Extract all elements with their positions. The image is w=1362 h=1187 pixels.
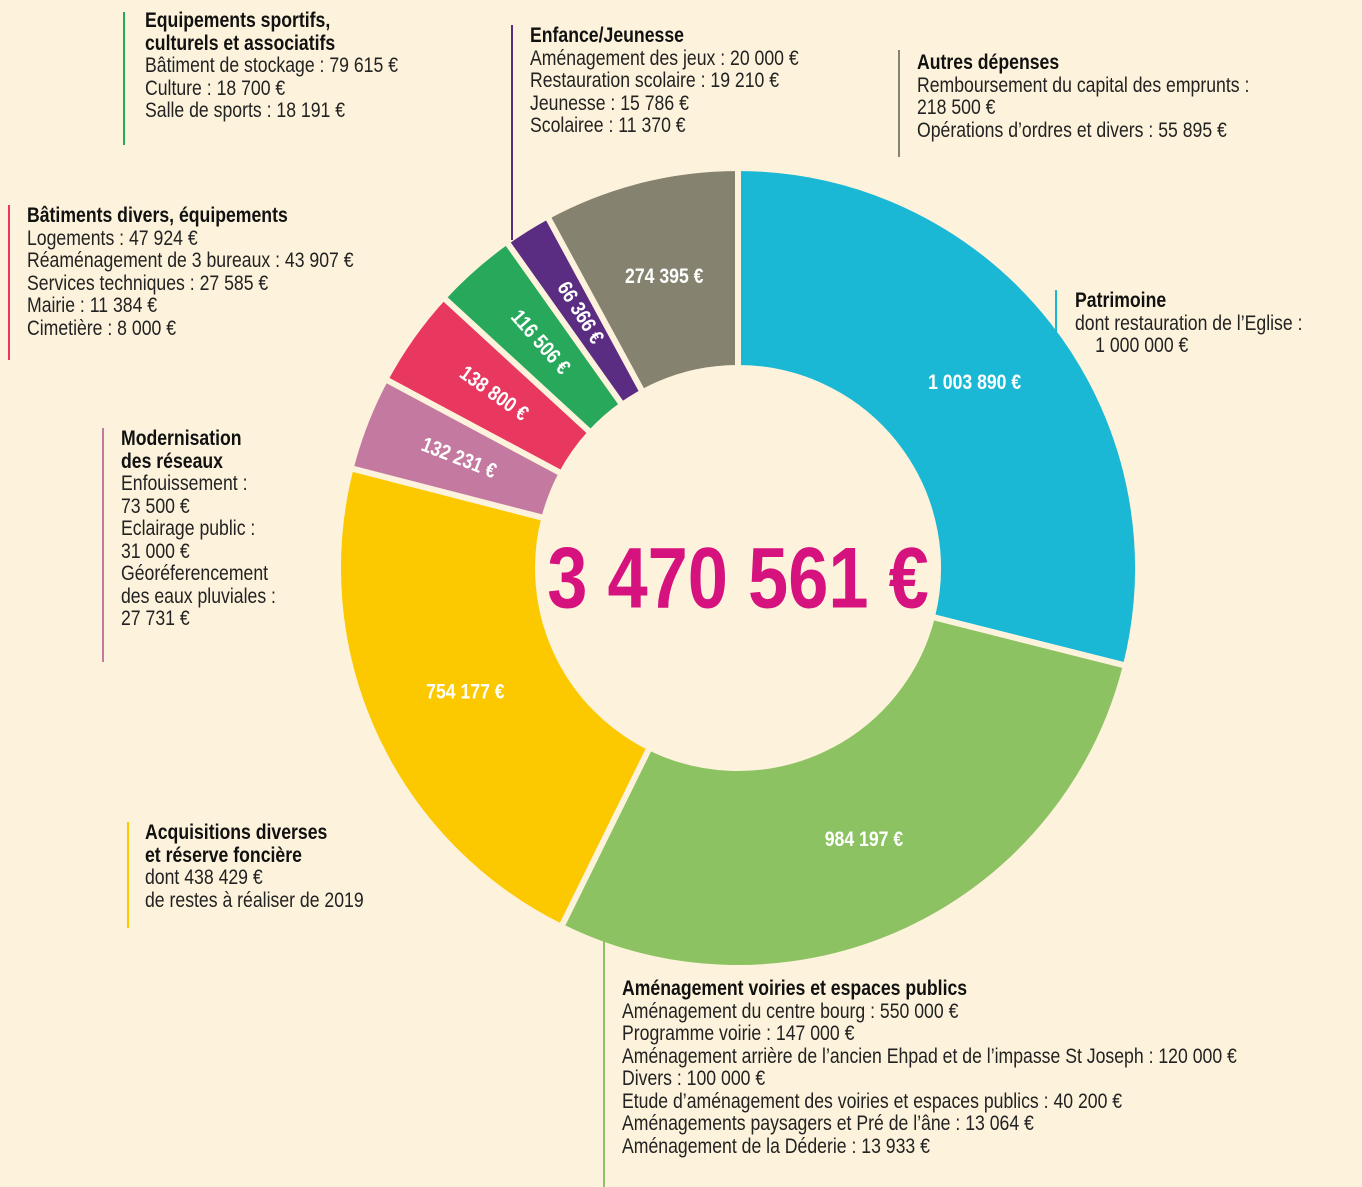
annotation-line: dont 438 429 € (145, 866, 263, 889)
annotation-bar (898, 50, 900, 157)
value-label: 754 177 € (426, 680, 505, 704)
annotation-line: Mairie : 11 384 € (27, 294, 158, 317)
annotation-line: 31 000 € (121, 539, 190, 563)
annotation-bar (1055, 290, 1057, 348)
annotation-title: et réserve foncière (145, 843, 302, 867)
annotation-bar (127, 822, 129, 928)
annotation-line: Scolairee : 11 370 € (530, 114, 686, 137)
annotation-line: Aménagements paysagers et Pré de l’âne :… (622, 1112, 1034, 1135)
annotation-title: Equipements sportifs, (145, 9, 331, 32)
annotation-line: Cimetière : 8 000 € (27, 316, 177, 340)
annotation-bar (511, 25, 513, 240)
annotation-bar (603, 922, 605, 1187)
annotation-line: Bâtiment de stockage : 79 615 € (145, 54, 399, 77)
annotation-line: Divers : 100 000 € (622, 1067, 766, 1090)
annotation-line: Salle de sports : 18 191 € (145, 99, 346, 122)
annotation-bar (8, 205, 10, 360)
annotation-line: Etude d’aménagement des voiries et espac… (622, 1089, 1123, 1113)
annotation-title: Enfance/Jeunesse (530, 24, 684, 47)
annotation-title: Autres dépenses (917, 51, 1060, 74)
annotation-line: Aménagement des jeux : 20 000 € (530, 46, 799, 70)
annotation-title: Aménagement voiries et espaces publics (622, 977, 968, 1000)
annotation: Autres dépenses Remboursement du capital … (917, 51, 1250, 142)
annotation-bar (123, 12, 125, 145)
annotation-line: Remboursement du capital des emprunts : (917, 73, 1250, 97)
donut-segment (557, 613, 1130, 971)
value-label: 984 197 € (825, 827, 904, 851)
value-label: 274 395 € (625, 264, 704, 288)
annotation-line: Géoréferencement (121, 562, 269, 585)
donut-segment (543, 164, 741, 397)
annotation-line: 27 731 € (121, 607, 190, 630)
annotation-line: Aménagement de la Déderie : 13 933 € (622, 1134, 930, 1158)
annotation-line: des eaux pluviales : (121, 584, 276, 608)
annotation-line: 1 000 000 € (1095, 334, 1189, 357)
annotation-line: dont restauration de l’Eglise : (1075, 311, 1303, 335)
annotation: Enfance/Jeunesse Aménagement des jeux : 2… (530, 24, 799, 138)
annotation-line: Aménagement arrière de l’ancien Ehpad et… (622, 1044, 1237, 1068)
annotation-line: Enfouissement : (121, 472, 248, 495)
annotation-line: Jeunesse : 15 786 € (530, 91, 689, 115)
annotation-line: Culture : 18 700 € (145, 76, 286, 100)
annotation-line: Programme voirie : 147 000 € (622, 1022, 855, 1045)
donut-segment (335, 464, 654, 931)
annotation-line: Réaménagement de 3 bureaux : 43 907 € (27, 249, 354, 272)
annotation: Patrimoine dont restauration de l’Eglise … (1075, 289, 1303, 358)
annotation-bar (102, 428, 104, 662)
annotation: Aménagement voiries et espaces publics Am… (622, 977, 1237, 1158)
annotation-line: Eclairage public : (121, 517, 256, 540)
annotation-title: Patrimoine (1075, 289, 1167, 312)
annotation-line: Opérations d’ordres et divers : 55 895 € (917, 118, 1227, 142)
value-label: 1 003 890 € (928, 371, 1021, 395)
annotation-title: Bâtiments divers, équipements (27, 204, 288, 227)
annotation-line: Restauration scolaire : 19 210 € (530, 69, 780, 92)
annotation-line: de restes à réaliser de 2019 (145, 888, 364, 912)
donut-segment (735, 164, 1141, 670)
annotation: Acquisitions diverses et réserve foncière… (145, 821, 364, 912)
annotation-title: Acquisitions diverses (145, 821, 328, 844)
annotation: Bâtiments divers, équipements Logements :… (27, 204, 354, 340)
annotation: Modernisation des réseaux Enfouissement :7… (121, 427, 276, 631)
annotation: Equipements sportifs, culturels et associ… (145, 9, 399, 123)
annotation-line: 73 500 € (121, 494, 190, 518)
annotation-line: Services techniques : 27 585 € (27, 271, 269, 295)
annotation-title: culturels et associatifs (145, 31, 336, 55)
annotation-line: Aménagement du centre bourg : 550 000 € (622, 999, 959, 1023)
annotation-line: 218 500 € (917, 96, 996, 119)
total-label: 3 470 561 € (547, 530, 929, 626)
annotation-title: Modernisation (121, 427, 242, 450)
annotation-title: des réseaux (121, 449, 223, 473)
annotation-line: Logements : 47 924 € (27, 226, 198, 250)
